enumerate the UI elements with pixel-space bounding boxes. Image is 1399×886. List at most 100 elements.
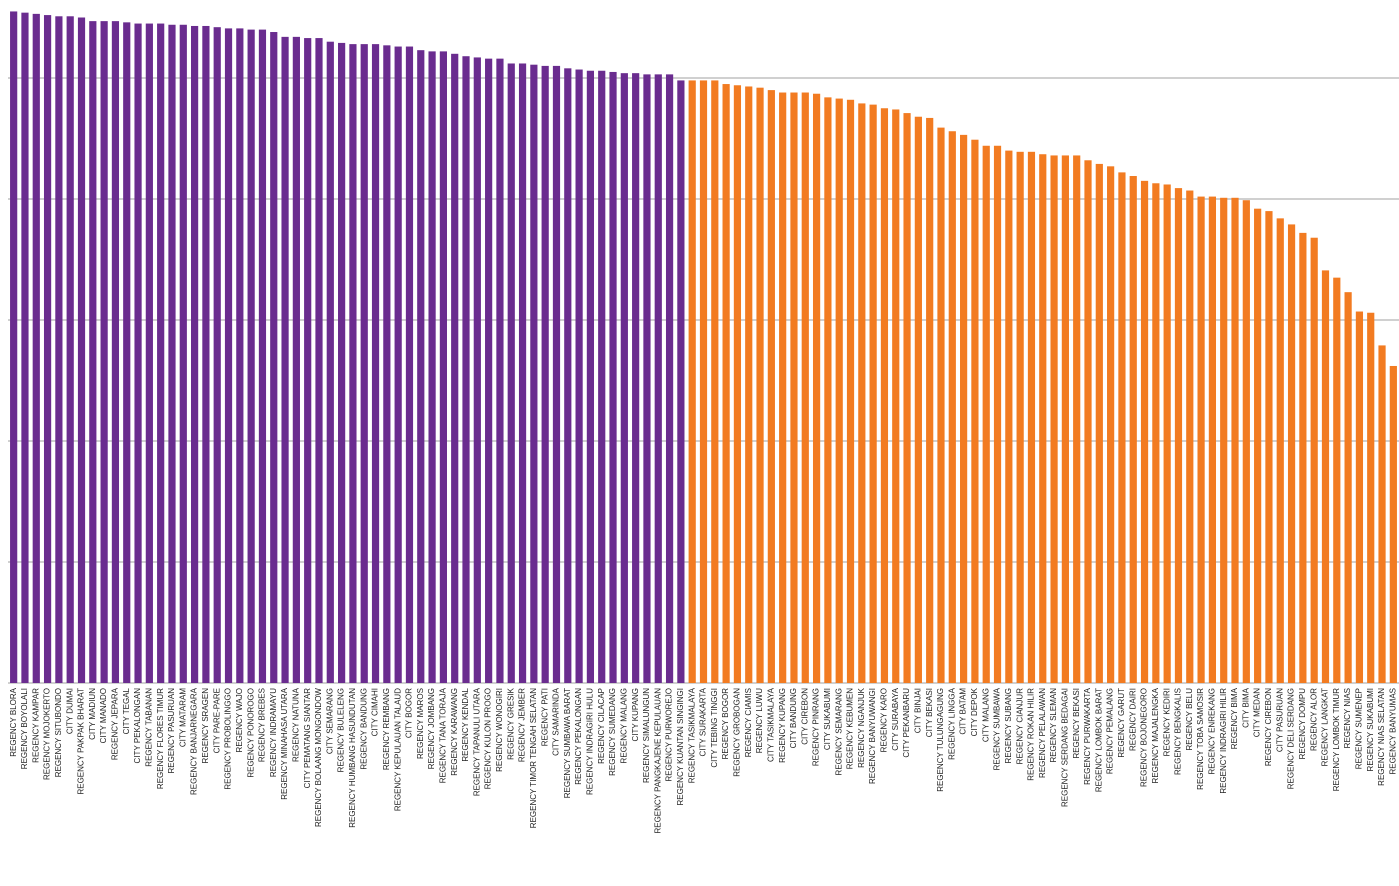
x-tick-label: CITY BEKASI xyxy=(925,688,934,737)
x-tick-label: REGENCY PURWOREJO xyxy=(665,688,674,782)
x-tick-label: REGENCY PATI xyxy=(540,688,549,746)
x-tick-label: REGENCY INDRAGIRI HILIR xyxy=(1219,688,1228,794)
bar xyxy=(405,46,414,684)
bar xyxy=(371,44,380,684)
bar xyxy=(824,97,832,684)
bar xyxy=(892,109,900,683)
x-tick-label: REGENCY TASIKMALAYA xyxy=(687,687,696,783)
bar xyxy=(1197,196,1205,683)
x-tick-label: CITY PEKALONGAN xyxy=(133,688,142,764)
x-tick-label: REGENCY PASURUAN xyxy=(167,688,176,774)
x-tick-label: REGENCY ENREKANG xyxy=(1208,688,1217,775)
x-tick-label: CITY PEMATANG SIANTAR xyxy=(303,688,312,789)
bar xyxy=(462,56,470,684)
x-tick-label: REGENCY LANGKAT xyxy=(1321,688,1330,767)
bar xyxy=(55,16,63,684)
bar xyxy=(1005,150,1013,684)
x-tick-label: CITY KUPANG xyxy=(631,688,640,742)
bar xyxy=(1220,197,1228,684)
bar xyxy=(1389,365,1397,683)
x-tick-label: REGENCY LOMBOK TIMUR xyxy=(1332,688,1341,792)
x-tick-label: REGENCY MAJALENGKA xyxy=(1151,687,1160,783)
bar xyxy=(485,58,493,683)
x-tick-label: REGENCY SITUBONDO xyxy=(54,688,63,777)
x-tick-label: REGENCY DAIRI xyxy=(1128,688,1137,751)
bar xyxy=(677,80,685,684)
bar xyxy=(654,74,662,684)
bar xyxy=(903,113,911,684)
bar xyxy=(835,98,843,683)
bar xyxy=(111,21,120,683)
bar xyxy=(598,70,606,684)
x-tick-label: REGENCY BANJARNEGARA xyxy=(190,687,199,795)
x-tick-label: REGENCY SUKABUMI xyxy=(1366,688,1375,771)
bar xyxy=(349,44,357,684)
x-tick-label: CITY BINJAI xyxy=(913,688,922,733)
x-tick-label: REGENCY GRESIK xyxy=(506,687,515,760)
x-tick-label: REGENCY PURWAKARTA xyxy=(1083,687,1092,785)
x-tick-label: CITY MALANG xyxy=(981,688,990,742)
x-tick-label: REGENCY BENGKALIS xyxy=(1174,688,1183,775)
bar xyxy=(1095,163,1103,683)
bar xyxy=(1118,172,1126,683)
x-tick-label: CITY TEBING TINGGI xyxy=(710,688,719,768)
bar xyxy=(315,38,323,683)
bar xyxy=(733,85,742,683)
x-tick-label: REGENCY CILACAP xyxy=(597,688,606,764)
x-tick-label: REGENCY LINGGA xyxy=(947,687,956,760)
x-tick-label: REGENCY REMBANG xyxy=(382,688,391,770)
x-tick-label: REGENCY BANDUNG xyxy=(359,688,368,770)
x-tick-label: REGENCY SUMBAWA xyxy=(993,687,1002,770)
bar xyxy=(552,65,561,683)
bar xyxy=(168,24,176,683)
x-tick-label: REGENCY HUMBANG HASUNDUTAN xyxy=(348,688,357,828)
x-tick-label: REGENCY BULELENG xyxy=(337,688,346,772)
bar xyxy=(1367,312,1375,683)
bar xyxy=(190,25,199,684)
bar xyxy=(632,73,640,683)
x-tick-label: CITY MATARAM xyxy=(178,688,187,747)
x-tick-label: REGENCY PELALAWAN xyxy=(1038,688,1047,778)
x-tick-label: REGENCY MAROS xyxy=(416,688,425,759)
bar xyxy=(948,131,956,684)
x-tick-label: REGENCY TABANAN xyxy=(144,688,153,767)
bar xyxy=(270,32,278,683)
bar xyxy=(518,63,527,684)
bar xyxy=(971,139,979,683)
bar xyxy=(1231,197,1239,684)
x-tick-label: REGENCY SRAGEN xyxy=(201,688,210,764)
bar xyxy=(926,117,934,684)
bar xyxy=(451,53,459,684)
bar xyxy=(134,23,142,684)
x-tick-label: REGENCY TULUNGAGUNG xyxy=(936,688,945,792)
bar xyxy=(89,21,97,683)
x-tick-label: CITY PASURUAN xyxy=(1275,688,1284,752)
bar xyxy=(77,17,86,683)
x-tick-label: REGENCY BEKASI xyxy=(1072,688,1081,759)
bar xyxy=(247,29,255,684)
x-tick-label: REGENCY NIAS xyxy=(1343,688,1352,748)
bar xyxy=(1050,155,1058,683)
x-tick-label: REGENCY LUWU xyxy=(755,688,764,753)
bar xyxy=(1061,155,1069,683)
bar xyxy=(1084,160,1092,683)
x-tick-label: CITY SEMARANG xyxy=(325,688,334,754)
x-tick-label: REGENCY DELI SERDANG xyxy=(1287,688,1296,789)
bar xyxy=(394,46,402,684)
bar xyxy=(869,104,877,684)
bar xyxy=(338,42,346,684)
x-tick-label: REGENCY TIMOR TENGAH SELATAN xyxy=(529,688,538,828)
x-tick-label: CITY BOGOR xyxy=(405,688,414,738)
bar xyxy=(665,74,674,684)
x-tick-label: CITY CIMAHI xyxy=(371,688,380,736)
bar xyxy=(1129,176,1137,683)
bar xyxy=(1186,190,1194,683)
bar xyxy=(575,69,583,683)
x-tick-label: REGENCY BANYUWANGI xyxy=(868,688,877,784)
x-tick-label: REGENCY DOMPU xyxy=(1298,688,1307,760)
x-tick-label: REGENCY SERDANG BEDAGAI xyxy=(1060,688,1069,807)
bar xyxy=(10,11,18,683)
x-tick-label: CITY MEDAN xyxy=(1253,688,1262,737)
bar xyxy=(258,29,267,684)
x-tick-label: CITY CIREBON xyxy=(800,688,809,745)
